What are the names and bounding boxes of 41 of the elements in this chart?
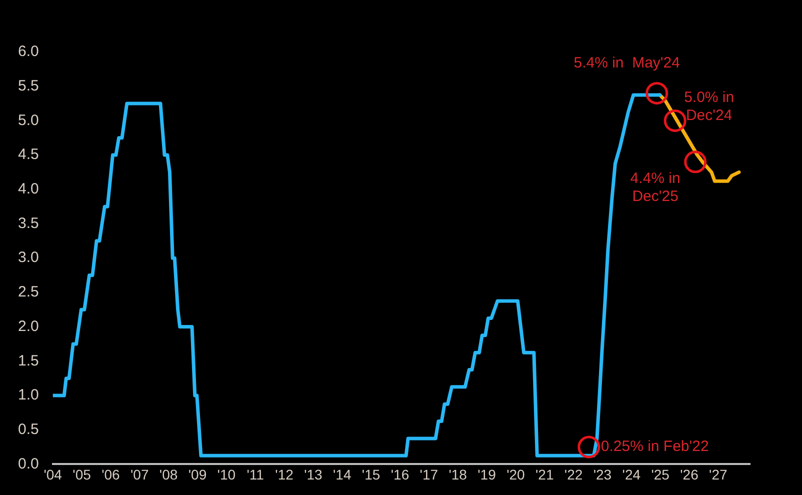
x-tick-label: '08 — [159, 466, 178, 482]
x-tick-label: '09 — [188, 466, 207, 482]
x-tick-label: '11 — [246, 466, 264, 482]
x-tick-label: '23 — [593, 466, 612, 482]
y-tick-label: 2.5 — [18, 284, 39, 301]
y-tick-label: 1.5 — [18, 352, 39, 370]
y-tick-label: 5.5 — [18, 77, 39, 94]
x-tick-label: '15 — [362, 466, 380, 482]
y-tick-label: 3.0 — [18, 249, 39, 266]
x-tick-label: '20 — [506, 466, 526, 482]
x-tick-label: '21 — [535, 466, 554, 482]
annotation: 0.25% in Feb'22 — [600, 438, 709, 456]
x-tick-label: '17 — [420, 466, 438, 482]
annotation: 5.0% in Dec'24 — [684, 88, 734, 124]
x-tick-label: '19 — [478, 466, 496, 482]
x-tick-label: '05 — [72, 466, 92, 482]
x-tick-label: '25 — [651, 466, 670, 482]
y-tick-label: 3.5 — [18, 214, 39, 232]
x-tick-label: '24 — [622, 466, 641, 482]
y-tick-label: 4.0 — [18, 180, 39, 198]
annotation: 5.4% in May'24 — [574, 54, 680, 72]
annotation: 4.4% in Dec'25 — [630, 170, 680, 206]
y-tick-label: 5.0 — [18, 112, 39, 129]
x-tick-label: '26 — [680, 466, 699, 482]
y-tick-label: 1.0 — [18, 386, 39, 404]
x-tick-label: '14 — [333, 466, 352, 482]
y-tick-label: 0.0 — [18, 455, 39, 472]
x-tick-label: '22 — [564, 466, 583, 482]
y-tick-label: 4.5 — [18, 146, 39, 164]
x-tick-label: '04 — [44, 466, 62, 482]
y-tick-label: 6.0 — [18, 43, 39, 60]
x-tick-label: '06 — [102, 466, 120, 482]
x-tick-label: '12 — [275, 466, 294, 482]
y-tick-label: 2.0 — [18, 318, 39, 335]
x-tick-label: '16 — [390, 466, 410, 482]
x-tick-label: '27 — [709, 466, 728, 482]
x-tick-label: '13 — [304, 466, 323, 482]
y-tick-label: 0.5 — [18, 420, 39, 438]
x-tick-label: '10 — [217, 466, 236, 482]
x-tick-label: '18 — [448, 466, 468, 482]
x-tick-label: '07 — [130, 466, 149, 482]
